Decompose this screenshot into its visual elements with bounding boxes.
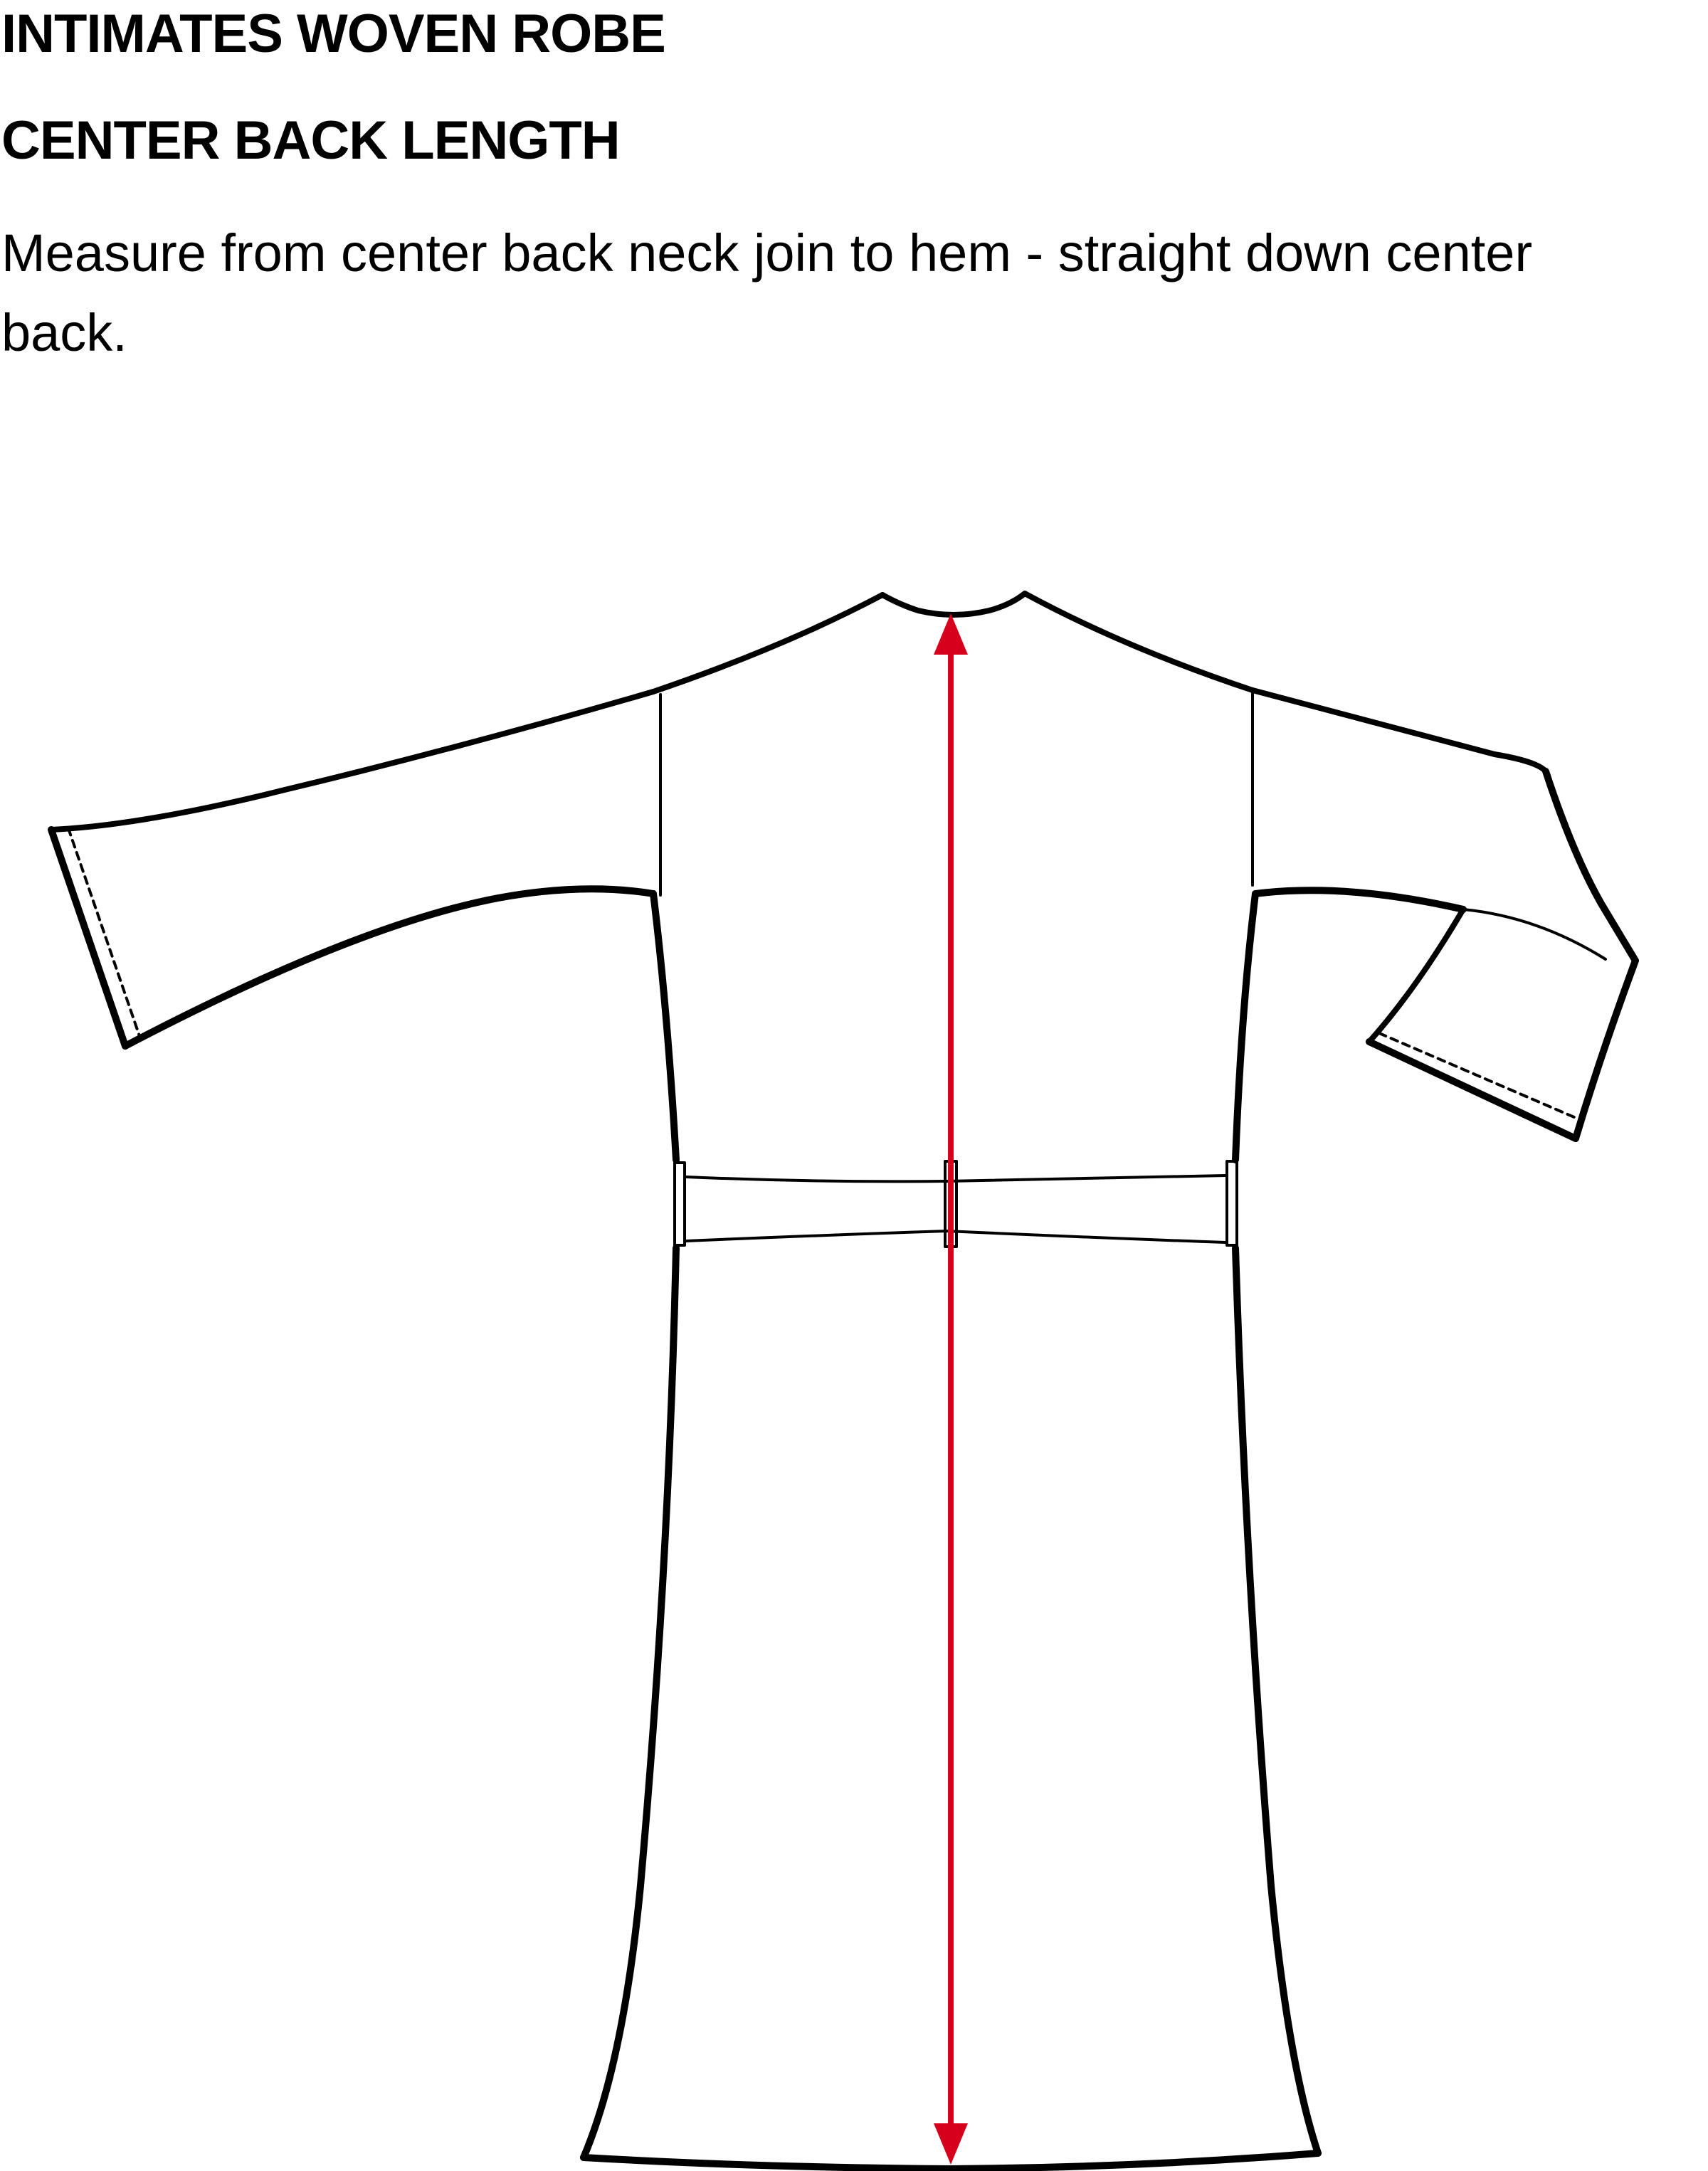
measurement-name: CENTER BACK LENGTH xyxy=(1,110,621,171)
robe-outline xyxy=(48,591,1639,2171)
measurement-instruction: Measure from center back neck join to he… xyxy=(1,223,1533,362)
right-sleeve-cuff-edge xyxy=(1366,1038,1579,1142)
left-sleeve-hem-stitch xyxy=(67,827,141,1037)
right-underarm xyxy=(1252,887,1467,913)
right-body-side xyxy=(1232,890,1259,1163)
page-title: INTIMATES WOVEN ROBE xyxy=(1,4,666,64)
left-sleeve-cuff-edge xyxy=(48,826,129,1050)
arrow-head-top xyxy=(934,613,968,655)
right-shoulder-seam xyxy=(1022,591,1255,693)
right-sleeve-crease xyxy=(1462,908,1607,961)
left-shoulder-seam xyxy=(650,592,885,694)
right-sleeve-top xyxy=(1250,687,1549,774)
left-sleeve-top xyxy=(48,689,656,833)
right-sleeve-outer xyxy=(1542,768,1639,1142)
neckline xyxy=(880,591,1028,618)
right-skirt-side xyxy=(1232,1245,1322,2157)
left-belt-loop xyxy=(673,1161,686,1247)
left-skirt-side xyxy=(580,1245,680,2161)
arrow-head-bottom xyxy=(934,2123,968,2165)
left-sleeve-underarm xyxy=(122,885,657,1050)
hem xyxy=(580,2150,1322,2171)
right-sleeve-underside xyxy=(1366,907,1466,1045)
left-body-side xyxy=(650,890,680,1163)
center-back-length-arrow xyxy=(934,613,968,2165)
right-belt-loop xyxy=(1225,1160,1238,1247)
right-sleeve-hem-stitch xyxy=(1378,1032,1576,1119)
